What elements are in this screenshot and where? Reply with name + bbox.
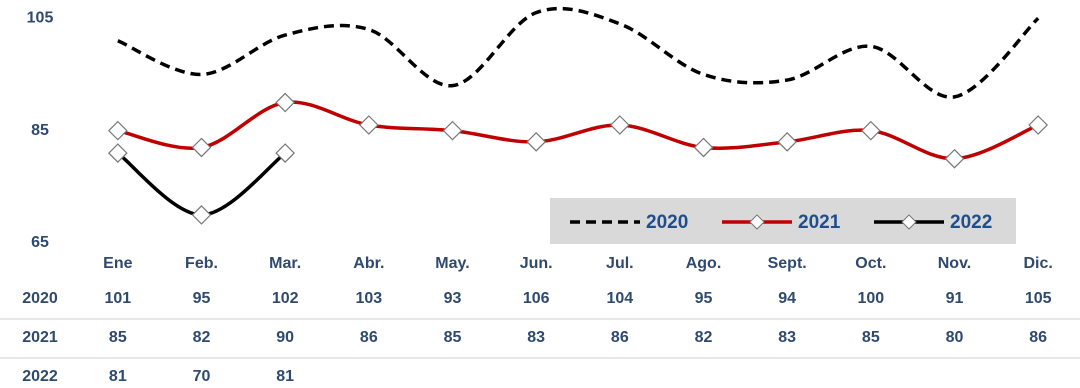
table-value: 70	[193, 368, 211, 385]
table-value: 85	[444, 329, 462, 346]
data-point	[609, 115, 630, 135]
y-tick-label: 65	[31, 234, 49, 251]
table-value: 91	[946, 290, 964, 307]
y-tick-label: 85	[31, 122, 49, 139]
data-point	[442, 120, 463, 141]
table-value: 81	[276, 368, 294, 385]
table-value: 86	[1029, 329, 1047, 346]
table-value: 81	[109, 368, 127, 385]
table-value: 82	[695, 329, 713, 346]
table-value: 83	[527, 329, 545, 346]
table-value: 103	[355, 290, 382, 307]
table-row-label: 2020	[22, 290, 58, 307]
data-point	[358, 115, 379, 135]
data-point	[107, 143, 128, 163]
table-row-label: 2021	[22, 329, 58, 346]
x-tick-label: Feb.	[185, 255, 218, 272]
table-value: 95	[193, 290, 211, 307]
data-point	[191, 205, 212, 225]
data-point	[275, 143, 296, 163]
data-point	[1028, 115, 1049, 135]
table-value: 100	[857, 290, 884, 307]
x-tick-label: Sept.	[768, 255, 807, 272]
table-value: 95	[695, 290, 713, 307]
table-value: 105	[1025, 290, 1052, 307]
table-value: 94	[778, 290, 796, 307]
table-value: 104	[606, 290, 633, 307]
x-tick-label: Ago.	[686, 255, 722, 272]
legend-label: 2020	[646, 212, 688, 233]
x-tick-label: Dic.	[1023, 255, 1052, 272]
data-point	[693, 137, 714, 158]
table-value: 86	[611, 329, 629, 346]
data-point	[777, 132, 798, 152]
x-tick-label: Nov.	[938, 255, 971, 272]
legend-marker	[749, 214, 765, 230]
series-line	[117, 6, 1040, 99]
data-point	[860, 120, 881, 141]
x-tick-label: Abr.	[353, 255, 384, 272]
x-tick-label: Ene	[103, 255, 132, 272]
x-tick-label: Oct.	[855, 255, 886, 272]
data-point	[275, 92, 296, 113]
table-value: 83	[778, 329, 796, 346]
data-point	[526, 132, 547, 152]
table-value: 82	[193, 329, 211, 346]
legend-label: 2021	[798, 212, 841, 233]
x-tick-label: Mar.	[269, 255, 301, 272]
table-row-label: 2022	[22, 368, 58, 385]
legend-marker	[901, 214, 917, 230]
table-value: 85	[862, 329, 880, 346]
y-tick-label: 105	[27, 9, 54, 26]
table-value: 85	[109, 329, 127, 346]
x-tick-label: May.	[435, 255, 469, 272]
data-point	[944, 148, 965, 169]
data-point	[107, 120, 128, 141]
table-value: 102	[272, 290, 299, 307]
table-value: 90	[276, 329, 294, 346]
table-value: 106	[523, 290, 550, 307]
data-point	[191, 137, 212, 158]
table-value: 86	[360, 329, 378, 346]
x-tick-label: Jul.	[606, 255, 634, 272]
table-value: 93	[444, 290, 462, 307]
series-line	[117, 100, 1039, 161]
x-tick-label: Jun.	[520, 255, 553, 272]
table-value: 101	[104, 290, 131, 307]
table-value: 80	[946, 329, 964, 346]
legend-label: 2022	[950, 212, 992, 233]
